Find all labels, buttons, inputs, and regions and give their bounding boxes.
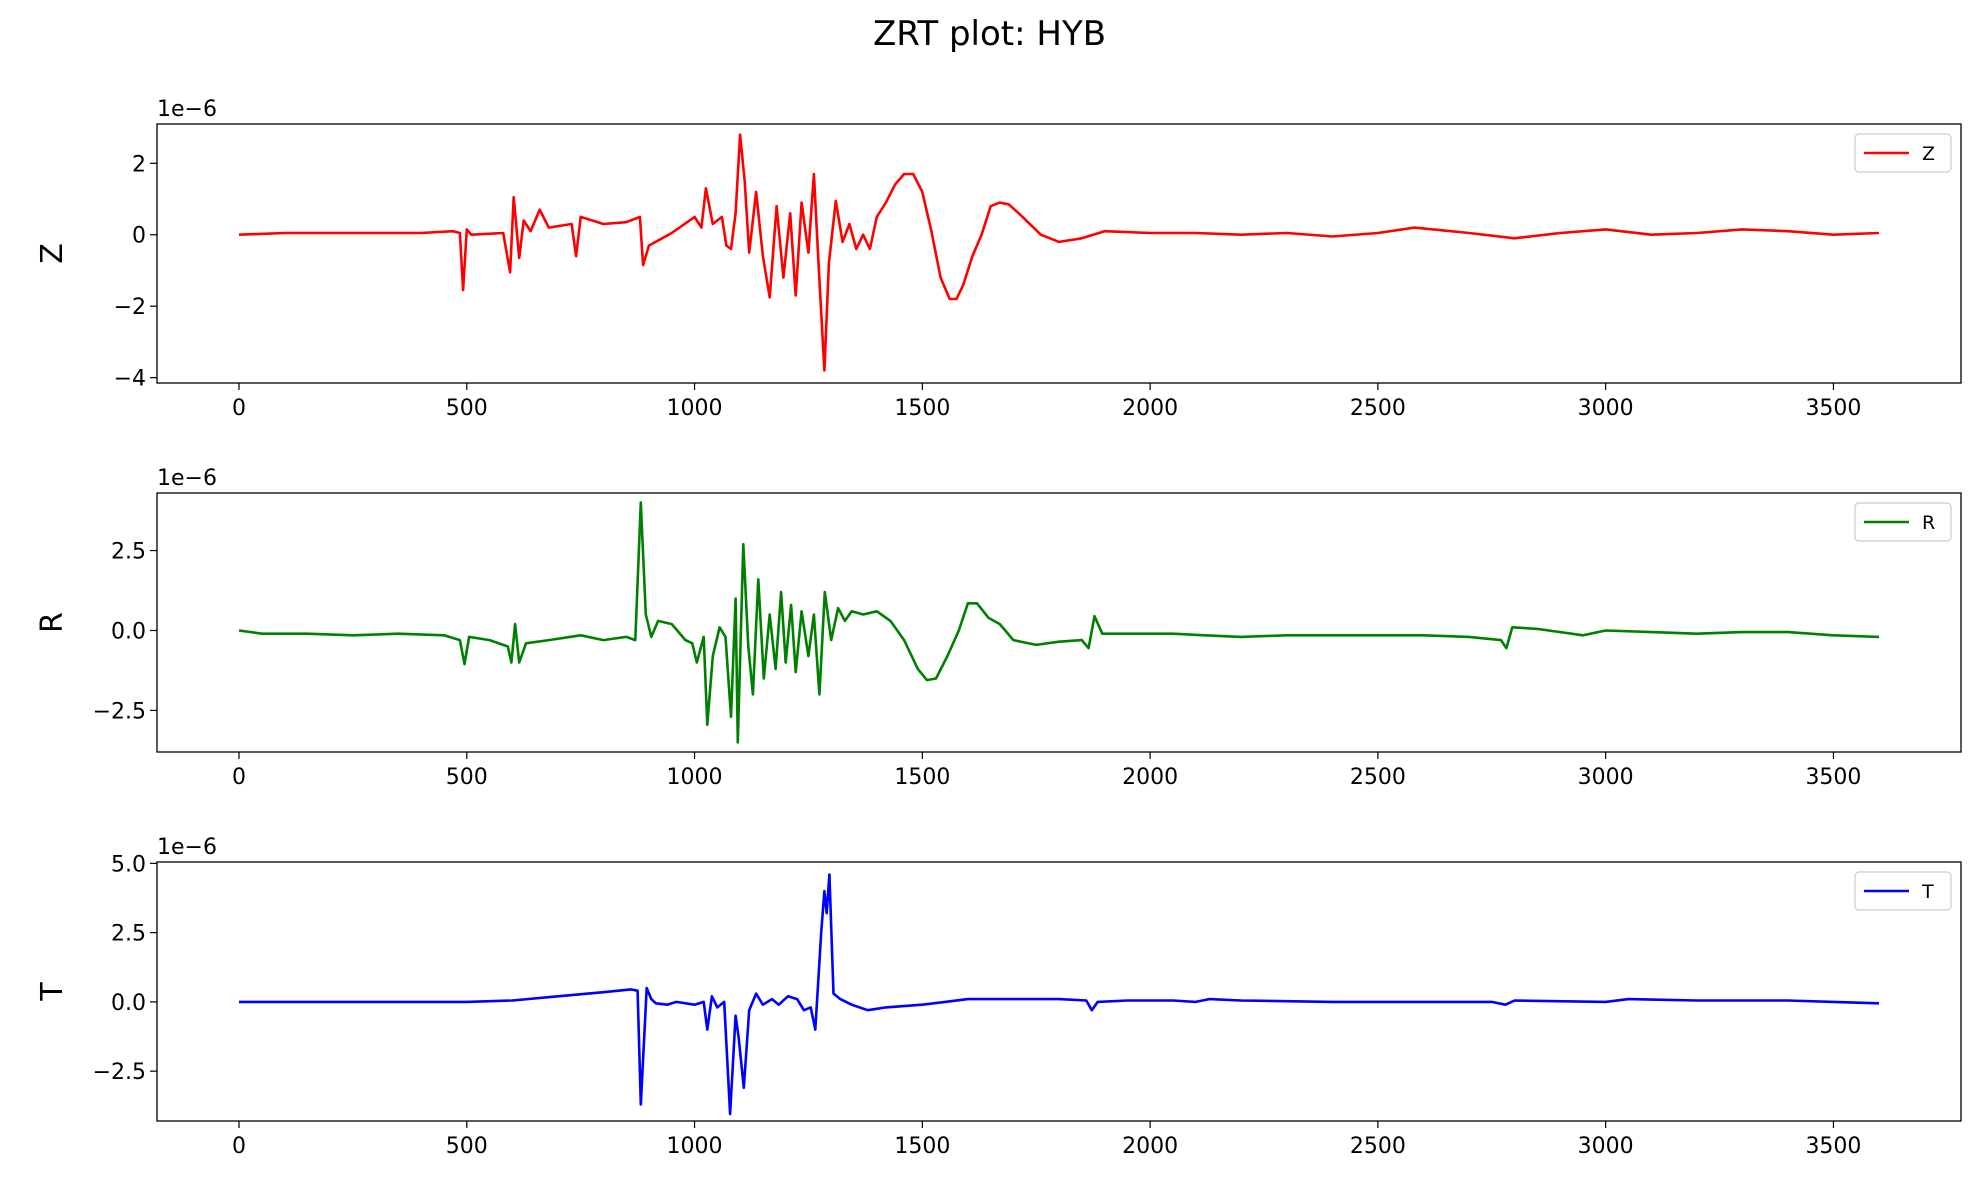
x-tick-label-r: 3000 bbox=[1578, 765, 1634, 790]
axes-frame-r bbox=[156, 492, 1962, 753]
x-tick-label-t: 0 bbox=[232, 1134, 246, 1159]
x-tick-label-z: 3500 bbox=[1805, 396, 1861, 421]
series-line-t bbox=[239, 873, 1880, 1116]
x-tick-label-r: 2000 bbox=[1122, 765, 1178, 790]
x-tick-label-t: 1500 bbox=[894, 1134, 950, 1159]
y-tick-label-z: −2 bbox=[114, 295, 146, 320]
axes-frame-z bbox=[156, 123, 1962, 384]
y-axis-label-z: Z bbox=[35, 243, 70, 264]
series-line-z bbox=[238, 133, 1880, 372]
x-tick-label-z: 0 bbox=[232, 396, 246, 421]
y-tick-label-r: 2.5 bbox=[111, 540, 146, 565]
y-tick-label-z: 0 bbox=[132, 224, 146, 249]
x-tick-label-t: 2500 bbox=[1350, 1134, 1406, 1159]
x-tick-label-t: 2000 bbox=[1122, 1134, 1178, 1159]
y-tick-label-t: 0.0 bbox=[111, 991, 146, 1016]
y-tick-label-z: −4 bbox=[114, 367, 146, 392]
x-tick-label-t: 3500 bbox=[1805, 1134, 1861, 1159]
x-tick-label-z: 1500 bbox=[894, 396, 950, 421]
x-tick-label-z: 1000 bbox=[667, 396, 723, 421]
x-tick-label-r: 0 bbox=[232, 765, 246, 790]
offset-label-z: 1e−6 bbox=[157, 97, 217, 122]
x-tick-label-z: 2500 bbox=[1350, 396, 1406, 421]
x-tick-label-z: 3000 bbox=[1578, 396, 1634, 421]
legend-label-t: T bbox=[1921, 881, 1934, 903]
y-tick-label-r: 0.0 bbox=[111, 619, 146, 644]
y-axis-label-r: R bbox=[35, 612, 70, 633]
x-tick-label-z: 500 bbox=[446, 396, 488, 421]
x-tick-label-t: 1000 bbox=[667, 1134, 723, 1159]
x-tick-label-r: 1500 bbox=[894, 765, 950, 790]
y-tick-label-t: −2.5 bbox=[93, 1060, 146, 1085]
legend-label-z: Z bbox=[1922, 143, 1935, 165]
legend-label-r: R bbox=[1922, 512, 1935, 534]
offset-label-r: 1e−6 bbox=[157, 466, 217, 491]
axes-frame-t bbox=[156, 861, 1962, 1122]
y-tick-label-t: 2.5 bbox=[111, 922, 146, 947]
y-tick-label-z: 2 bbox=[132, 152, 146, 177]
x-tick-label-z: 2000 bbox=[1122, 396, 1178, 421]
series-line-r bbox=[238, 501, 1880, 744]
x-tick-label-r: 1000 bbox=[667, 765, 723, 790]
y-tick-label-r: −2.5 bbox=[93, 699, 146, 724]
y-tick-label-t: 5.0 bbox=[111, 852, 146, 877]
y-axis-label-t: T bbox=[35, 982, 70, 1002]
x-tick-label-t: 500 bbox=[446, 1134, 488, 1159]
chart-title: ZRT plot: HYB bbox=[872, 14, 1107, 54]
x-tick-label-r: 2500 bbox=[1350, 765, 1406, 790]
x-tick-label-t: 3000 bbox=[1578, 1134, 1634, 1159]
offset-label-t: 1e−6 bbox=[157, 835, 217, 860]
x-tick-label-r: 3500 bbox=[1805, 765, 1861, 790]
x-tick-label-r: 500 bbox=[446, 765, 488, 790]
